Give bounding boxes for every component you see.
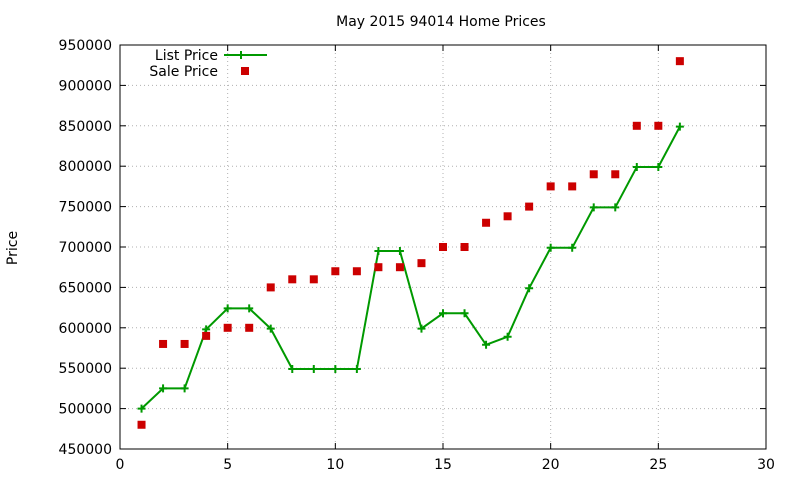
legend: List Price Sale Price xyxy=(149,48,267,80)
sale-price-point xyxy=(352,267,361,276)
y-tick-label: 800000 xyxy=(59,159,112,175)
sale-price-point xyxy=(331,267,340,276)
y-tick-label: 950000 xyxy=(59,38,112,54)
axes: 0 5 10 15 20 25 30 450000 500000 550000 600000 6500… xyxy=(59,38,775,473)
list-price-point xyxy=(137,404,146,413)
list-price-point xyxy=(654,163,663,172)
y-tick-label: 900000 xyxy=(59,78,112,94)
sale-price-point xyxy=(589,170,598,179)
list-price-line xyxy=(140,126,681,410)
sale-price-point xyxy=(439,243,447,251)
y-tick-label: 450000 xyxy=(59,442,112,458)
sale-price-point xyxy=(568,182,577,191)
sale-price-point xyxy=(374,263,383,272)
list-price-point xyxy=(460,309,469,318)
x-tick-label: 10 xyxy=(326,457,344,473)
y-tick-label: 550000 xyxy=(59,361,112,377)
list-price-point xyxy=(417,324,426,333)
y-tick-label: 700000 xyxy=(59,240,112,256)
list-price-point xyxy=(546,243,555,252)
sale-price-point xyxy=(482,218,491,227)
list-price-point xyxy=(288,365,297,374)
list-price-point xyxy=(159,384,168,393)
sale-price-point xyxy=(159,339,168,348)
chart-title: May 2015 94014 Home Prices xyxy=(336,14,546,30)
list-price-point xyxy=(611,203,620,212)
x-tick-label: 15 xyxy=(434,457,452,473)
x-tick-label: 25 xyxy=(649,457,667,473)
y-tick-label: 500000 xyxy=(59,402,112,418)
gridlines xyxy=(120,45,766,449)
legend-sample-list-price-marker xyxy=(237,51,245,59)
list-price-point xyxy=(675,122,684,131)
sale-price-point xyxy=(460,243,469,251)
x-tick-label: 5 xyxy=(223,457,232,473)
sale-price-point xyxy=(632,121,641,130)
sale-price-point xyxy=(417,259,426,268)
y-axis-label: Price xyxy=(5,231,21,265)
legend-label-list-price: List Price xyxy=(155,48,218,64)
x-tick-label: 20 xyxy=(542,457,560,473)
sale-price-point xyxy=(611,170,620,179)
sale-price-point xyxy=(675,57,684,66)
list-price-point xyxy=(374,247,383,256)
y-tick-label: 850000 xyxy=(59,119,112,135)
sale-price-point xyxy=(654,121,663,130)
sale-price-point xyxy=(266,283,275,292)
legend-label-sale-price: Sale Price xyxy=(149,64,218,80)
sale-price-point xyxy=(525,202,534,211)
list-price-point xyxy=(331,365,340,374)
list-price-point xyxy=(180,384,189,393)
list-price-point xyxy=(395,247,404,256)
legend-sample-sale-price xyxy=(241,67,249,75)
sale-price-point xyxy=(309,275,318,284)
plot-data xyxy=(137,57,684,429)
list-price-point xyxy=(352,365,361,374)
sale-price-point xyxy=(546,182,555,191)
y-tick-label: 750000 xyxy=(59,200,112,216)
list-price-point xyxy=(632,163,641,172)
y-tick-label: 600000 xyxy=(59,321,112,337)
sale-price-point xyxy=(288,275,297,284)
list-price-point xyxy=(589,203,598,212)
list-price-point xyxy=(223,304,232,313)
sale-price-point xyxy=(503,212,512,221)
sale-price-point xyxy=(137,420,146,429)
sale-price-point xyxy=(395,263,404,272)
sale-price-point xyxy=(180,339,189,348)
list-price-point xyxy=(482,340,491,349)
list-price-point xyxy=(503,332,512,341)
list-price-point xyxy=(266,324,275,333)
x-tick-label: 30 xyxy=(757,457,775,473)
y-tick-label: 650000 xyxy=(59,280,112,296)
sale-price-point xyxy=(202,331,211,340)
list-price-point xyxy=(245,304,254,313)
list-price-point xyxy=(309,365,318,374)
list-price-point xyxy=(568,243,577,252)
list-price-point xyxy=(439,309,447,318)
list-price-point xyxy=(525,284,534,293)
sale-price-point xyxy=(245,323,254,332)
sale-price-point xyxy=(223,323,232,332)
x-tick-label: 0 xyxy=(116,457,125,473)
